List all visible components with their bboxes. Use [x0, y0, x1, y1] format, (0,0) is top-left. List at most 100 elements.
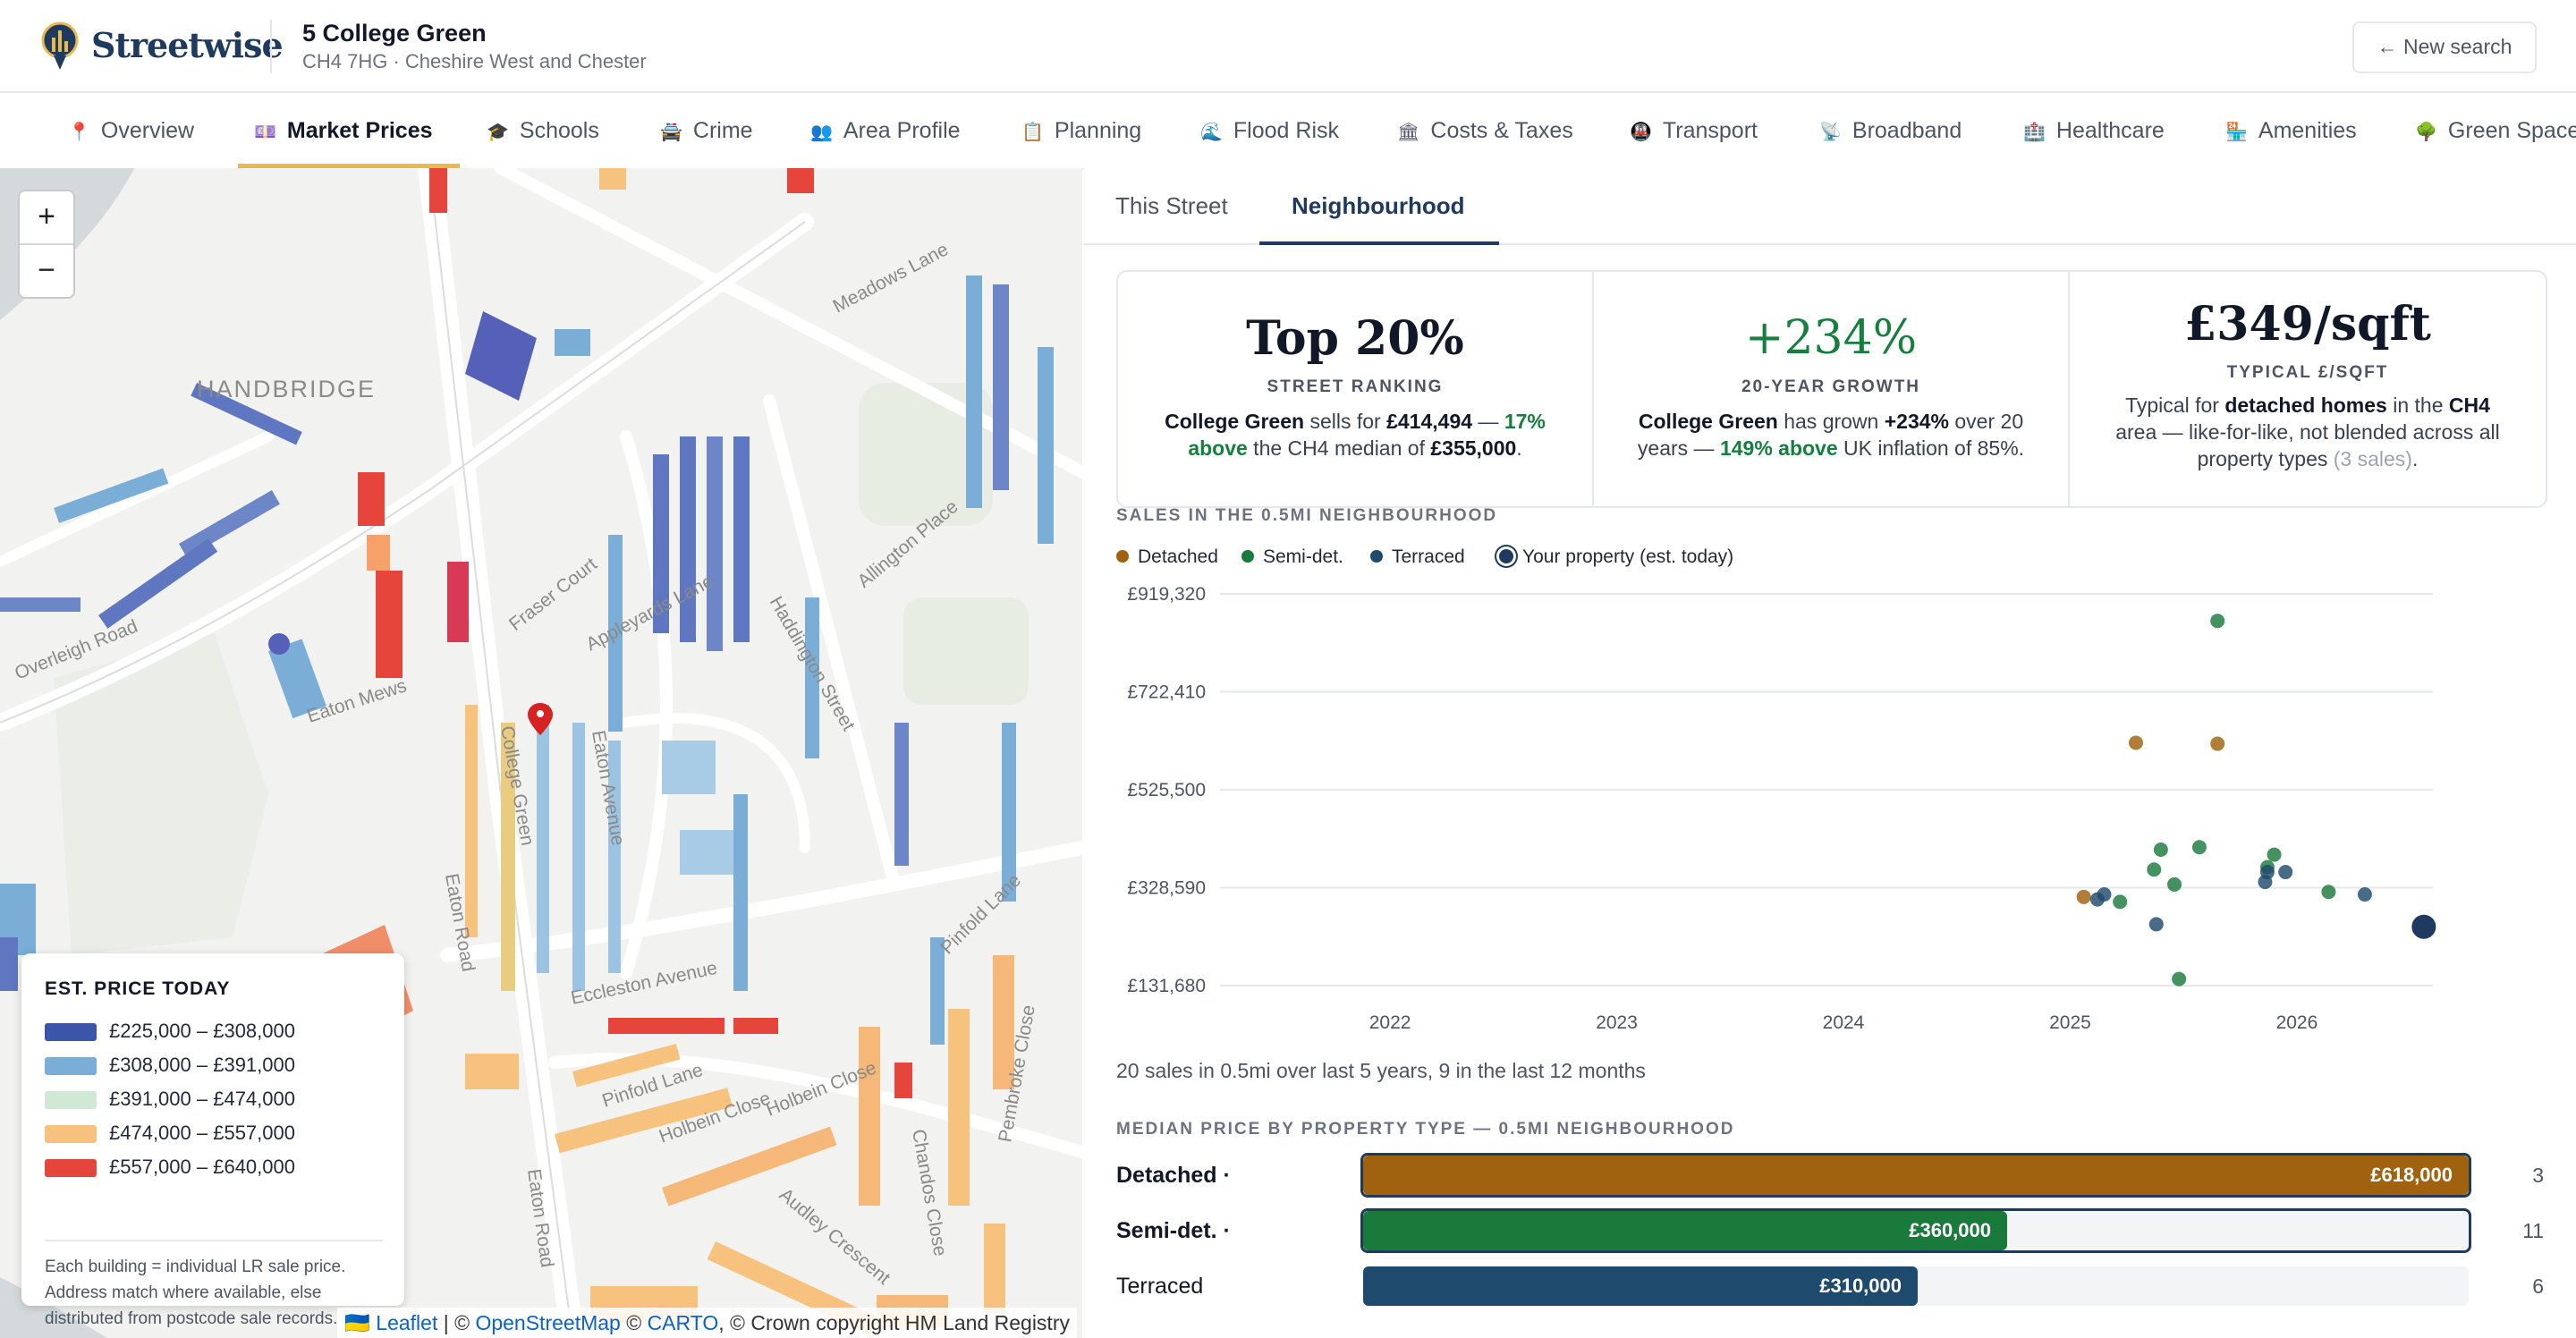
median-value: £360,000: [1909, 1219, 1991, 1241]
ranking-value: Top 20%: [1246, 311, 1464, 366]
legend-terraced[interactable]: Terraced: [1370, 544, 1465, 571]
sale-point[interactable]: [2321, 885, 2336, 900]
nav-costs-taxes[interactable]: 🏛 Costs & Taxes: [1397, 93, 1573, 168]
median-row-detached[interactable]: Detached · £618,000 3: [1116, 1153, 2544, 1198]
sales-section-title: SALES IN THE 0.5MI NEIGHBOURHOOD: [1116, 506, 1498, 525]
nav-label: Transport: [1662, 118, 1758, 143]
sale-point[interactable]: [2147, 862, 2162, 877]
legend-label: £474,000 – £557,000: [109, 1122, 295, 1144]
sale-point[interactable]: [2167, 876, 2182, 892]
your-property-dot-icon: [1499, 548, 1513, 563]
sale-point[interactable]: [2210, 614, 2225, 629]
median-track: £618,000: [1360, 1153, 2471, 1198]
legend-divider: [45, 1240, 383, 1241]
sale-point[interactable]: [2128, 735, 2143, 750]
nav-label: Overview: [100, 118, 195, 143]
median-bar: £618,000: [1363, 1156, 2469, 1195]
sale-point[interactable]: [2210, 736, 2225, 751]
map-label: Pinfold Lane: [936, 870, 1025, 959]
sale-point[interactable]: [2172, 971, 2187, 987]
tab-neighbourhood[interactable]: Neighbourhood: [1259, 168, 1498, 245]
sale-point[interactable]: [2148, 917, 2164, 932]
terraced-dot-icon: [1370, 549, 1383, 563]
nav-label: Crime: [692, 118, 753, 143]
semi-detached-dot-icon: [1241, 549, 1254, 563]
map-label: Chandos Close: [908, 1128, 951, 1258]
card-divider: [2068, 272, 2070, 506]
nav-flood-risk[interactable]: 🌊 Flood Risk: [1200, 93, 1339, 168]
card-divider: [1592, 272, 1594, 506]
pin-icon: 📍: [68, 123, 90, 142]
legend-semi-detached[interactable]: Semi-det.: [1241, 544, 1343, 571]
sale-point[interactable]: [2191, 840, 2207, 855]
nav-amenities[interactable]: 🏪 Amenities: [2225, 93, 2357, 168]
zoom-out-button[interactable]: −: [38, 253, 55, 287]
legend-your-property[interactable]: Your property (est. today): [1499, 544, 1733, 571]
nav-green-space[interactable]: 🌳 Green Space: [2415, 93, 2576, 168]
legend-label: £308,000 – £391,000: [109, 1054, 295, 1076]
median-bar: £360,000: [1363, 1211, 2007, 1250]
ranking-label: STREET RANKING: [1267, 377, 1444, 396]
nav-market-prices[interactable]: 💷 Market Prices: [238, 93, 459, 168]
nav-area-profile[interactable]: 👥 Area Profile: [810, 93, 961, 168]
nav-healthcare[interactable]: 🏥 Healthcare: [2023, 93, 2165, 168]
streetwise-logo-icon[interactable]: [39, 21, 80, 72]
nav-crime[interactable]: 🚔 Crime: [660, 93, 753, 168]
police-car-icon: 🚔: [660, 123, 682, 142]
sale-point[interactable]: [2357, 887, 2372, 902]
median-bar: £310,000: [1363, 1266, 1918, 1306]
median-row-terraced[interactable]: Terraced £310,000 6: [1116, 1265, 2544, 1308]
carto-link[interactable]: CARTO: [647, 1311, 719, 1334]
sales-scatter-chart[interactable]: £919,320 £722,410 £525,500 £328,590 £131,680…: [1084, 576, 2576, 1050]
nav-schools[interactable]: 🎓 Schools: [487, 93, 599, 168]
nav-overview[interactable]: 📍 Overview: [68, 93, 194, 168]
nav-label: Planning: [1054, 118, 1142, 143]
nav-planning[interactable]: 📋 Planning: [1021, 93, 1141, 168]
median-value: £310,000: [1819, 1274, 1902, 1297]
legend-detached[interactable]: Detached: [1116, 544, 1218, 571]
sale-point[interactable]: [2267, 847, 2282, 862]
sales-summary: 20 sales in 0.5mi over last 5 years, 9 i…: [1116, 1059, 1646, 1082]
sale-point[interactable]: [2153, 843, 2168, 858]
median-track: £360,000: [1360, 1208, 2471, 1253]
property-marker-icon[interactable]: [528, 703, 553, 735]
sale-point[interactable]: [2113, 894, 2128, 910]
sale-point[interactable]: [2278, 865, 2293, 880]
median-bar-outline: [1360, 1208, 2471, 1253]
legend-title: EST. PRICE TODAY: [45, 978, 231, 999]
osm-link[interactable]: OpenStreetMap: [475, 1311, 621, 1334]
hospital-icon: 🏥: [2023, 123, 2046, 142]
attribution-text: ©: [620, 1311, 648, 1334]
leaflet-link[interactable]: 🇺🇦 Leaflet: [344, 1311, 438, 1334]
nav-transport[interactable]: 🚇 Transport: [1630, 93, 1758, 168]
x-tick-label: 2026: [2276, 1012, 2318, 1033]
shop-icon: 🏪: [2225, 123, 2248, 142]
map-legend: EST. PRICE TODAY £225,000 – £308,000 £30…: [21, 953, 404, 1328]
new-search-button[interactable]: ← New search: [2352, 21, 2537, 73]
map-label: Meadows Lane: [830, 239, 953, 317]
graduation-cap-icon: 🎓: [487, 123, 509, 142]
growth-label: 20-YEAR GROWTH: [1741, 377, 1921, 396]
satellite-icon: 📡: [1819, 123, 1842, 142]
detached-dot-icon: [1116, 549, 1129, 563]
sale-point[interactable]: [2097, 887, 2112, 902]
your-property-point[interactable]: [2409, 911, 2439, 942]
price-map[interactable]: HANDBRIDGE Eaton Road Eaton Road College…: [0, 168, 1082, 1338]
median-section-title: MEDIAN PRICE BY PROPERTY TYPE — 0.5MI NE…: [1116, 1120, 1735, 1139]
legend-swatch: [45, 1023, 97, 1042]
growth-value: +234%: [1744, 311, 1918, 365]
y-tick-label: £525,500: [1127, 780, 1206, 800]
metro-icon: 🚇: [1630, 123, 1652, 142]
brand-name[interactable]: Streetwise: [91, 25, 284, 65]
nav-label: Area Profile: [843, 118, 961, 143]
summary-cards: Top 20% STREET RANKING College Green sel…: [1116, 270, 2547, 508]
map-tiles[interactable]: HANDBRIDGE Eaton Road Eaton Road College…: [0, 168, 1082, 1338]
tab-this-street[interactable]: This Street: [1115, 192, 1228, 219]
sale-point[interactable]: [2076, 889, 2091, 904]
nav-label: Market Prices: [286, 118, 433, 143]
sale-point[interactable]: [2259, 865, 2275, 880]
zoom-in-button[interactable]: +: [20, 191, 73, 245]
sqft-card: £349/sqft TYPICAL £/SQFT Typical for det…: [2070, 272, 2546, 506]
nav-broadband[interactable]: 📡 Broadband: [1819, 93, 1962, 168]
median-row-semi-detached[interactable]: Semi-det. · £360,000 11: [1116, 1208, 2544, 1253]
